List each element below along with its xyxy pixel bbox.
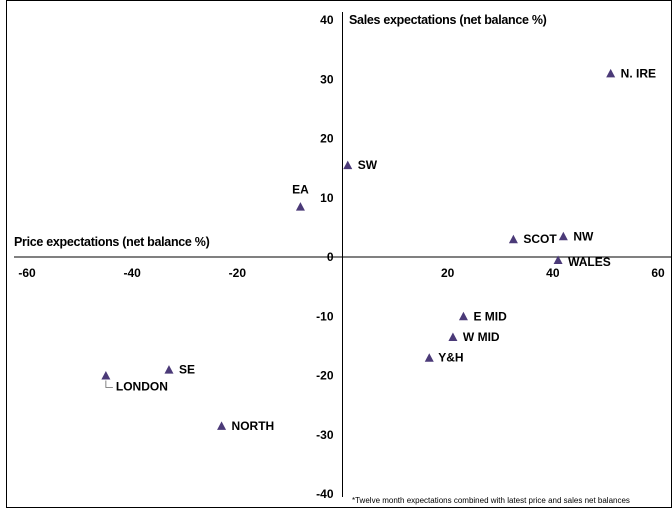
x-tick-label: -60 [18, 266, 36, 280]
y-tick-label: -40 [316, 487, 334, 501]
y-tick-label: 40 [320, 13, 334, 27]
y-tick-label: 30 [320, 72, 334, 86]
x-tick-label: 60 [651, 266, 665, 280]
triangle-marker [295, 202, 305, 211]
point-label: EA [292, 183, 309, 197]
point-label: NW [573, 229, 594, 243]
data-point: EA [292, 183, 309, 211]
triangle-marker [343, 160, 353, 170]
point-label: W MID [463, 330, 500, 344]
point-label: WALES [568, 255, 611, 269]
footnote: *Twelve month expectations combined with… [352, 496, 630, 505]
y-tick-label: -20 [316, 369, 334, 383]
data-point: SW [343, 158, 378, 172]
point-label: LONDON [116, 380, 168, 394]
point-label: NORTH [232, 419, 275, 433]
x-tick-label: -40 [123, 266, 141, 280]
triangle-marker [606, 68, 616, 78]
data-point: LONDON [101, 371, 168, 394]
point-label: Y&H [438, 351, 463, 365]
x-tick-label: -20 [229, 266, 247, 280]
triangle-marker [424, 353, 434, 362]
triangle-marker [553, 255, 563, 264]
triangle-marker [458, 311, 468, 321]
point-label: SW [358, 158, 378, 172]
y-tick-label: 0 [327, 250, 334, 264]
x-tick-label: 20 [441, 266, 455, 280]
triangle-marker [217, 421, 227, 430]
y-tick-label: 10 [320, 191, 334, 205]
data-point: NW [558, 229, 594, 243]
triangle-marker [164, 365, 174, 374]
x-axis-title: Price expectations (net balance %) [14, 235, 210, 249]
data-point: SCOT [508, 232, 557, 246]
y-tick-label: -10 [316, 309, 334, 323]
data-point: SE [164, 363, 195, 377]
triangle-marker [558, 231, 568, 241]
triangle-marker [508, 234, 518, 244]
y-tick-label: 20 [320, 132, 334, 146]
point-label: E MID [473, 309, 507, 323]
data-point: N. IRE [606, 66, 656, 80]
y-axis-title: Sales expectations (net balance %) [349, 13, 547, 27]
x-tick-label: 40 [546, 266, 560, 280]
triangle-marker [448, 332, 458, 341]
data-point: WALES [553, 255, 611, 269]
point-label: N. IRE [621, 66, 656, 80]
point-label: SE [179, 363, 195, 377]
y-tick-label: -30 [316, 428, 334, 442]
triangle-marker [101, 371, 111, 380]
point-label: SCOT [523, 232, 557, 246]
data-point: E MID [458, 309, 507, 323]
data-point: Y&H [424, 351, 464, 365]
leader-line [105, 380, 113, 388]
data-point: W MID [448, 330, 500, 344]
data-point: NORTH [217, 419, 274, 433]
